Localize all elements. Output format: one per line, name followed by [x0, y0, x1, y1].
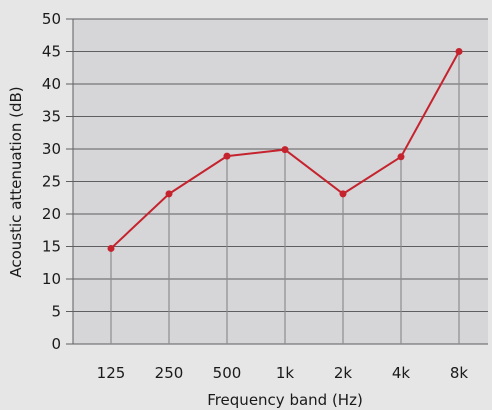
data-point [165, 190, 173, 198]
data-point [397, 153, 405, 161]
data-point [455, 48, 463, 55]
y-tick-label: 25 [42, 173, 61, 191]
y-tick-label: 15 [42, 238, 61, 256]
y-tick-labels: 0 5 10 15 20 25 30 35 40 45 50 [42, 10, 61, 353]
x-tick-label: 2k [334, 364, 353, 382]
y-tick-label: 45 [42, 43, 61, 61]
y-tick-label: 5 [51, 303, 61, 321]
data-point [107, 244, 115, 252]
drop-lines [110, 51, 460, 344]
y-tick-label: 35 [42, 108, 61, 126]
x-tick-label: 8k [450, 364, 469, 382]
series-layer [107, 48, 463, 252]
x-tick-label: 250 [155, 364, 184, 382]
data-point [223, 152, 231, 160]
x-tick-labels: 125 250 500 1k 2k 4k 8k [97, 364, 469, 382]
gridlines [66, 18, 488, 345]
x-tick-label: 4k [392, 364, 411, 382]
x-tick-label: 1k [276, 364, 295, 382]
y-tick-label: 30 [42, 140, 61, 158]
y-tick-label: 10 [42, 270, 61, 288]
x-tick-label: 125 [97, 364, 126, 382]
y-tick-label: 20 [42, 205, 61, 223]
data-point [339, 190, 347, 198]
y-tick-label: 50 [42, 10, 61, 28]
y-tick-label: 0 [51, 335, 61, 353]
y-tick-label: 40 [42, 75, 61, 93]
y-axis-title: Acoustic attenuation (dB) [7, 86, 25, 277]
x-tick-label: 500 [213, 364, 242, 382]
x-axis-title: Frequency band (Hz) [207, 391, 363, 409]
data-point [281, 146, 289, 154]
